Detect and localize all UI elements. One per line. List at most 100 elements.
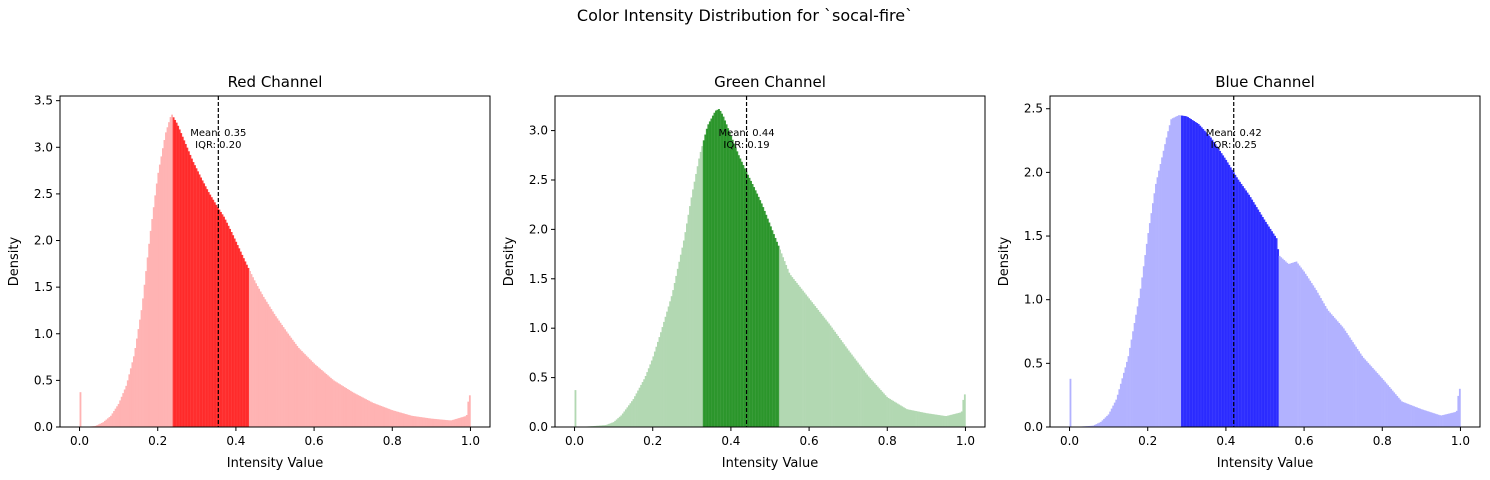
histogram-bar <box>838 338 841 427</box>
histogram-bar <box>913 410 916 427</box>
histogram-bar <box>401 413 404 427</box>
histogram-bar <box>820 313 823 427</box>
histogram-bar <box>1110 408 1113 427</box>
histogram-bar <box>177 125 180 428</box>
histogram-bar <box>1130 339 1133 427</box>
histogram-bar <box>1411 405 1414 427</box>
histogram-bar <box>629 403 632 427</box>
histogram-bar <box>1184 116 1186 427</box>
histogram-bar <box>686 223 688 427</box>
histogram-bar <box>1382 379 1385 427</box>
histogram-bar <box>406 414 409 427</box>
histogram-bar <box>1436 414 1438 427</box>
histogram-bar <box>346 388 349 427</box>
histogram-bar <box>1301 269 1304 427</box>
histogram-bar <box>317 367 320 427</box>
histogram-bar <box>1138 298 1141 427</box>
y-tick-label: 0.0 <box>1024 420 1043 434</box>
histogram-bar <box>207 192 210 427</box>
histogram-bar <box>945 416 948 427</box>
histogram-bar <box>1249 197 1252 427</box>
histogram-bar <box>797 284 800 427</box>
x-tick-label: 0.6 <box>800 434 819 448</box>
histogram-bar <box>119 400 122 427</box>
histogram-bar <box>653 351 656 427</box>
histogram-bar <box>1402 402 1405 427</box>
histogram-bar <box>1396 395 1399 427</box>
x-tick-label: 1.0 <box>956 434 975 448</box>
histogram-bar <box>131 362 134 427</box>
histogram-bar <box>1144 255 1147 427</box>
histogram-bar <box>328 376 331 427</box>
histogram-bar <box>1332 316 1335 427</box>
histogram-bar <box>1431 412 1434 427</box>
histogram-bar <box>216 207 219 427</box>
histogram-bar <box>314 364 317 427</box>
x-tick-label: 0.2 <box>148 434 167 448</box>
histogram-bar <box>1422 409 1425 427</box>
histogram-bar <box>840 340 843 427</box>
histogram-bar <box>1260 214 1263 427</box>
histogram-bar <box>340 385 343 427</box>
histogram-bar <box>1181 115 1183 427</box>
histogram-bar <box>655 346 658 427</box>
histogram-bar <box>1408 404 1411 427</box>
histogram-bar <box>889 398 891 427</box>
histogram-bar <box>415 416 418 427</box>
histogram-bar <box>1329 312 1331 427</box>
histogram-bars <box>1069 115 1461 428</box>
histogram-bar <box>1152 203 1154 427</box>
histogram-bar <box>603 425 606 427</box>
histogram-bar <box>716 109 719 427</box>
histogram-bar <box>372 403 375 427</box>
histogram-bar <box>413 416 416 427</box>
histogram-bar <box>618 416 621 427</box>
x-tick-label: 0.2 <box>1138 434 1157 448</box>
histogram-bar <box>403 413 406 427</box>
histogram-bar <box>261 294 264 427</box>
histogram-bar <box>1281 258 1284 427</box>
histogram-bar <box>1248 194 1251 427</box>
histogram-bar <box>1263 219 1266 427</box>
histogram-bar <box>195 168 198 427</box>
x-tick-label: 1.0 <box>461 434 480 448</box>
histogram-bar <box>290 337 293 427</box>
histogram-bar <box>887 398 890 427</box>
histogram-bar <box>779 249 781 427</box>
histogram-bar <box>128 374 131 427</box>
histogram-bar <box>852 356 855 427</box>
histogram-bar <box>136 338 138 427</box>
histogram-bar <box>896 403 899 427</box>
histogram-bar <box>927 413 930 427</box>
histogram-bar <box>1129 347 1131 427</box>
histogram-bar <box>944 415 946 427</box>
histogram-bar <box>468 395 471 427</box>
histogram-bar <box>1350 339 1353 427</box>
histogram-bar <box>1379 376 1382 427</box>
histogram-bar <box>368 400 370 427</box>
histogram-bar <box>1274 235 1276 427</box>
histogram-bar <box>595 425 598 427</box>
histogram-bar <box>937 415 940 427</box>
y-tick-label: 0.5 <box>34 373 53 387</box>
histogram-bar <box>650 360 653 427</box>
histogram-bar <box>387 408 390 427</box>
histogram-bar <box>621 413 624 427</box>
histogram-bar <box>230 232 233 427</box>
histogram-bar <box>339 384 341 427</box>
histogram-bar <box>1237 179 1240 427</box>
histogram-bar <box>658 337 661 427</box>
plot-frame <box>554 95 986 428</box>
histogram-bar <box>197 171 199 427</box>
histogram-bar <box>1405 403 1408 427</box>
histogram-bar <box>901 406 904 427</box>
histogram-bar <box>343 387 346 427</box>
y-tick-label: 2.0 <box>529 222 548 236</box>
histogram-bar <box>1269 228 1272 427</box>
histogram-bar <box>146 257 149 427</box>
histogram-bar <box>244 261 247 427</box>
histogram-bar <box>1283 260 1286 427</box>
histogram-bar <box>256 286 259 427</box>
histogram-bar <box>921 412 923 427</box>
histogram-bar <box>962 399 965 427</box>
